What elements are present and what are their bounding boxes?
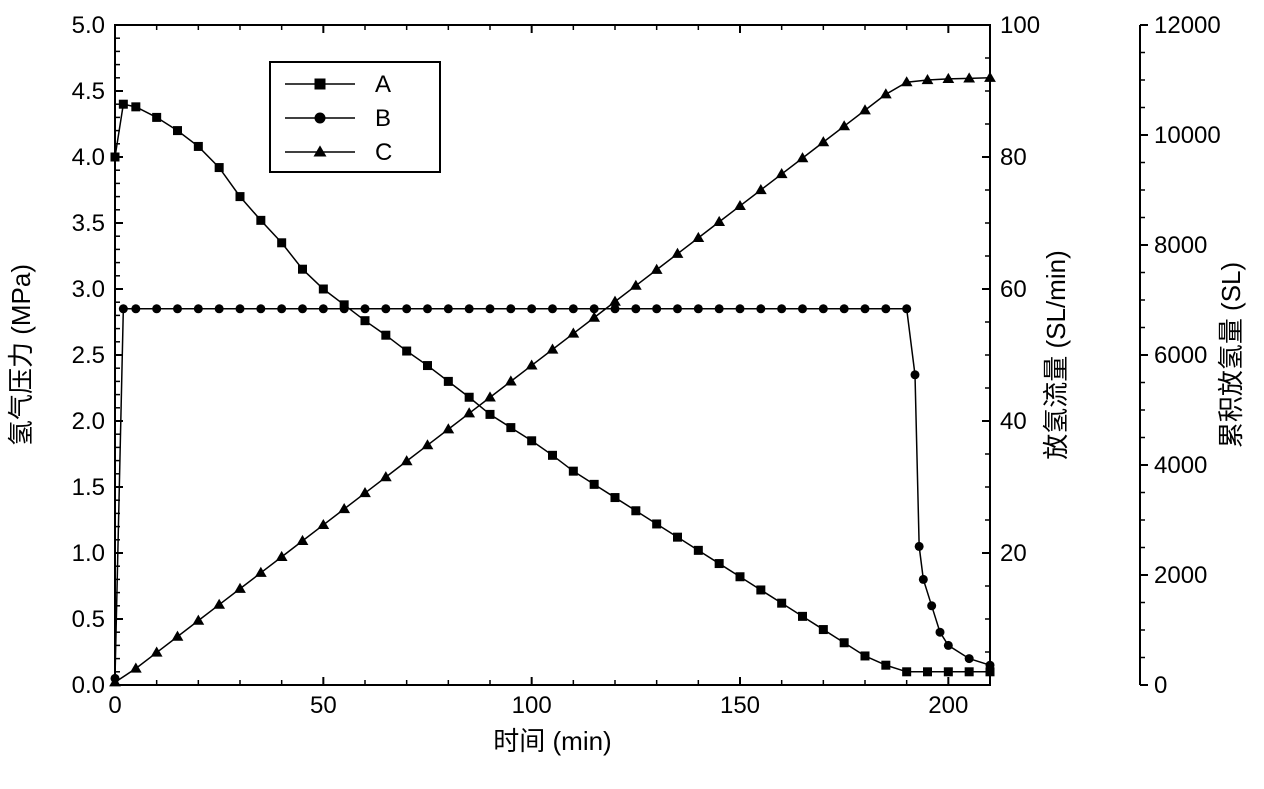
svg-text:4.0: 4.0 (72, 144, 105, 171)
svg-text:12000: 12000 (1154, 12, 1221, 39)
svg-text:200: 200 (928, 692, 968, 719)
svg-text:40: 40 (1000, 408, 1027, 435)
svg-text:0.0: 0.0 (72, 672, 105, 699)
svg-text:6000: 6000 (1154, 342, 1207, 369)
svg-text:0.5: 0.5 (72, 606, 105, 633)
svg-text:3.0: 3.0 (72, 276, 105, 303)
svg-text:B: B (375, 105, 391, 132)
chart-container: 050100150200时间 (min)0.00.51.01.52.02.53.… (0, 0, 1264, 784)
svg-text:10000: 10000 (1154, 122, 1221, 149)
svg-text:2.0: 2.0 (72, 408, 105, 435)
svg-text:氢气压力 (MPa): 氢气压力 (MPa) (6, 264, 36, 446)
svg-text:1.5: 1.5 (72, 474, 105, 501)
chart-svg: 050100150200时间 (min)0.00.51.01.52.02.53.… (0, 0, 1264, 784)
svg-text:4.5: 4.5 (72, 78, 105, 105)
svg-text:2000: 2000 (1154, 562, 1207, 589)
svg-text:150: 150 (720, 692, 760, 719)
svg-text:C: C (375, 139, 392, 166)
svg-text:100: 100 (1000, 12, 1040, 39)
svg-text:0: 0 (108, 692, 121, 719)
svg-text:0: 0 (1154, 672, 1167, 699)
svg-text:2.5: 2.5 (72, 342, 105, 369)
svg-text:5.0: 5.0 (72, 12, 105, 39)
svg-text:80: 80 (1000, 144, 1027, 171)
svg-text:时间 (min): 时间 (min) (493, 726, 611, 756)
svg-text:1.0: 1.0 (72, 540, 105, 567)
svg-text:累积放氢量 (SL): 累积放氢量 (SL) (1216, 262, 1246, 448)
svg-text:60: 60 (1000, 276, 1027, 303)
svg-text:3.5: 3.5 (72, 210, 105, 237)
svg-text:100: 100 (512, 692, 552, 719)
svg-text:8000: 8000 (1154, 232, 1207, 259)
svg-text:A: A (375, 71, 391, 98)
svg-text:50: 50 (310, 692, 337, 719)
svg-text:20: 20 (1000, 540, 1027, 567)
svg-text:放氢流量 (SL/min): 放氢流量 (SL/min) (1041, 250, 1071, 459)
svg-text:4000: 4000 (1154, 452, 1207, 479)
